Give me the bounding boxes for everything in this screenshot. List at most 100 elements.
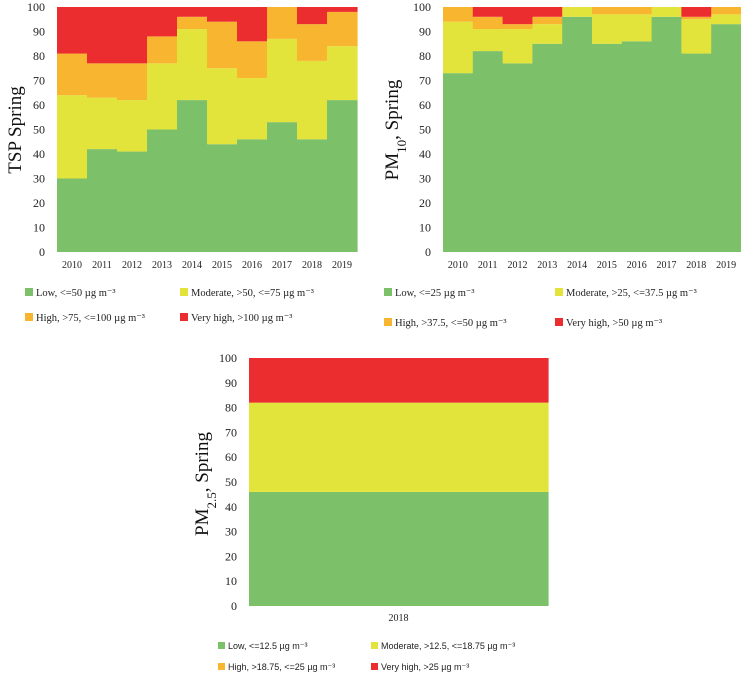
pm25-legend-low: Low, <=12.5 µg m⁻³ [228, 641, 307, 651]
pm10-legend-swatch-very-high [555, 318, 563, 326]
tsp-bar-2014-low [177, 100, 208, 252]
tsp-bar-2012-very-high [117, 7, 148, 64]
tsp-y-tick-70: 70 [33, 74, 45, 88]
tsp-y-tick-80: 80 [33, 49, 45, 63]
pm10-bar-2019-high [711, 7, 741, 15]
tsp-legend-swatch-moderate [180, 288, 188, 296]
pm25-legend-moderate: Moderate, >12.5, <=18.75 µg m⁻³ [381, 641, 515, 651]
pm10-bar-2017-moderate [651, 7, 682, 17]
pm10-legend-low: Low, <=25 µg m⁻³ [395, 288, 475, 299]
tsp-x-tick-2019: 2019 [332, 260, 352, 271]
tsp-legend-high: High, >75, <=100 µg m⁻³ [36, 313, 145, 324]
tsp-x-tick-2013: 2013 [152, 260, 172, 271]
tsp-bar-2015-low [207, 144, 238, 252]
tsp-bar-2011-high [87, 63, 118, 98]
tsp-bar-2015-moderate [207, 68, 238, 145]
pm25-y-tick-30: 30 [225, 525, 237, 539]
pm10-bar-2018-very-high [681, 7, 712, 17]
pm10-x-tick-2011: 2011 [478, 260, 498, 271]
pm25-bar-2018-low [249, 491, 549, 606]
pm25-spring-chart: 0 10 20 30 40 50 60 70 80 90 100 2018 PM2.5, Sprin… [192, 351, 549, 672]
tsp-y-ticks: 0 10 20 30 40 50 60 70 80 90 100 [27, 0, 45, 259]
tsp-y-tick-20: 20 [33, 196, 45, 210]
pm25-y-label-sub: 2.5 [204, 492, 219, 508]
pm25-legend-swatch-very-high [371, 663, 378, 670]
pm10-legend-swatch-moderate [555, 288, 563, 296]
pm10-bar-2019-low [711, 24, 741, 253]
tsp-x-tick-2016: 2016 [242, 260, 262, 271]
pm10-bar-2011-very-high [472, 7, 504, 17]
pm25-legend-high: High, >18.75, <=25 µg m⁻³ [228, 662, 335, 672]
tsp-bar-2019-low [327, 100, 358, 252]
pm10-bar-2015-moderate [592, 14, 623, 44]
tsp-bar-2012-moderate [117, 100, 148, 152]
tsp-bar-2016-low [237, 139, 268, 252]
pm10-legend: Low, <=25 µg m⁻³ Moderate, >25, <=37.5 µ… [384, 288, 697, 329]
tsp-bar-2019-high [327, 11, 358, 47]
tsp-bar-2018-low [297, 139, 328, 252]
tsp-bar-2014-moderate [177, 29, 208, 101]
pm10-bar-2010-low [443, 73, 474, 253]
tsp-bar-2013-high [147, 36, 178, 64]
tsp-bar-2014-very-high [177, 7, 208, 17]
pm10-bar-2016-moderate [621, 14, 653, 42]
pm25-x-ticks: 2018 [389, 613, 409, 624]
tsp-bar-2013-moderate [147, 63, 178, 130]
pm10-bar-2010-moderate [443, 21, 474, 74]
pm10-legend-high: High, >37.5, <=50 µg m⁻³ [395, 318, 507, 329]
pm25-legend: Low, <=12.5 µg m⁻³ Moderate, >12.5, <=18… [218, 641, 515, 672]
tsp-y-tick-30: 30 [33, 172, 45, 186]
tsp-bar-2015-high [207, 21, 238, 69]
tsp-bar-2010-low [57, 178, 88, 252]
tsp-x-tick-2015: 2015 [212, 260, 232, 271]
tsp-y-axis-label: TSP Spring [5, 86, 26, 174]
tsp-bar-2011-low [87, 149, 118, 252]
pm10-y-tick-30: 30 [419, 172, 431, 186]
pm10-bar-2014-low [562, 16, 593, 252]
pm10-x-tick-2010: 2010 [448, 260, 468, 271]
pm10-bar-2012-very-high [502, 7, 533, 25]
tsp-x-tick-2014: 2014 [182, 260, 202, 271]
pm25-x-tick-2018: 2018 [389, 613, 409, 624]
tsp-bar-2010-moderate [57, 95, 88, 179]
pm25-bar-2018-moderate [249, 402, 549, 492]
tsp-legend-very-high: Very high, >100 µg m⁻³ [191, 313, 292, 324]
tsp-bar-2010-very-high [57, 7, 88, 54]
pm10-x-tick-2017: 2017 [657, 260, 677, 271]
pm25-y-ticks: 0 10 20 30 40 50 60 70 80 90 100 [219, 351, 237, 613]
pm10-bar-2016-low [621, 41, 653, 252]
pm10-bar-2010-high [443, 7, 474, 22]
tsp-x-tick-2011: 2011 [92, 260, 112, 271]
tsp-bar-2017-low [267, 122, 298, 253]
tsp-bar-2015-very-high [207, 7, 238, 22]
tsp-bar-2018-high [297, 24, 328, 61]
tsp-bar-2013-low [147, 129, 178, 252]
pm25-y-tick-80: 80 [225, 401, 237, 415]
pm10-bar-2017-low [651, 16, 682, 252]
pm10-legend-swatch-low [384, 288, 392, 296]
pm10-y-label-tail: , Spring [382, 79, 403, 140]
pm10-bar-2018-high [681, 16, 712, 20]
pm10-bar-2011-high [472, 16, 504, 30]
tsp-bar-2012-high [117, 63, 148, 101]
pm10-y-tick-80: 80 [419, 49, 431, 63]
pm25-y-tick-40: 40 [225, 500, 237, 514]
pm10-bar-2011-moderate [472, 29, 504, 52]
pm10-y-label-main: PM [382, 153, 403, 181]
tsp-bar-2019-moderate [327, 46, 358, 101]
tsp-legend-low: Low, <=50 µg m⁻³ [36, 288, 116, 299]
pm25-bars [249, 358, 549, 606]
pm10-y-ticks: 0 10 20 30 40 50 60 70 80 90 100 [413, 0, 431, 259]
pm10-y-tick-60: 60 [419, 98, 431, 112]
tsp-x-tick-2018: 2018 [302, 260, 322, 271]
tsp-bar-2018-moderate [297, 60, 328, 140]
tsp-y-tick-90: 90 [33, 25, 45, 39]
pm25-y-tick-90: 90 [225, 376, 237, 390]
tsp-y-tick-40: 40 [33, 147, 45, 161]
pm10-y-axis-label: PM10, Spring [382, 79, 409, 180]
tsp-bar-2018-very-high [297, 7, 328, 25]
pm10-bar-2013-very-high [532, 7, 563, 17]
